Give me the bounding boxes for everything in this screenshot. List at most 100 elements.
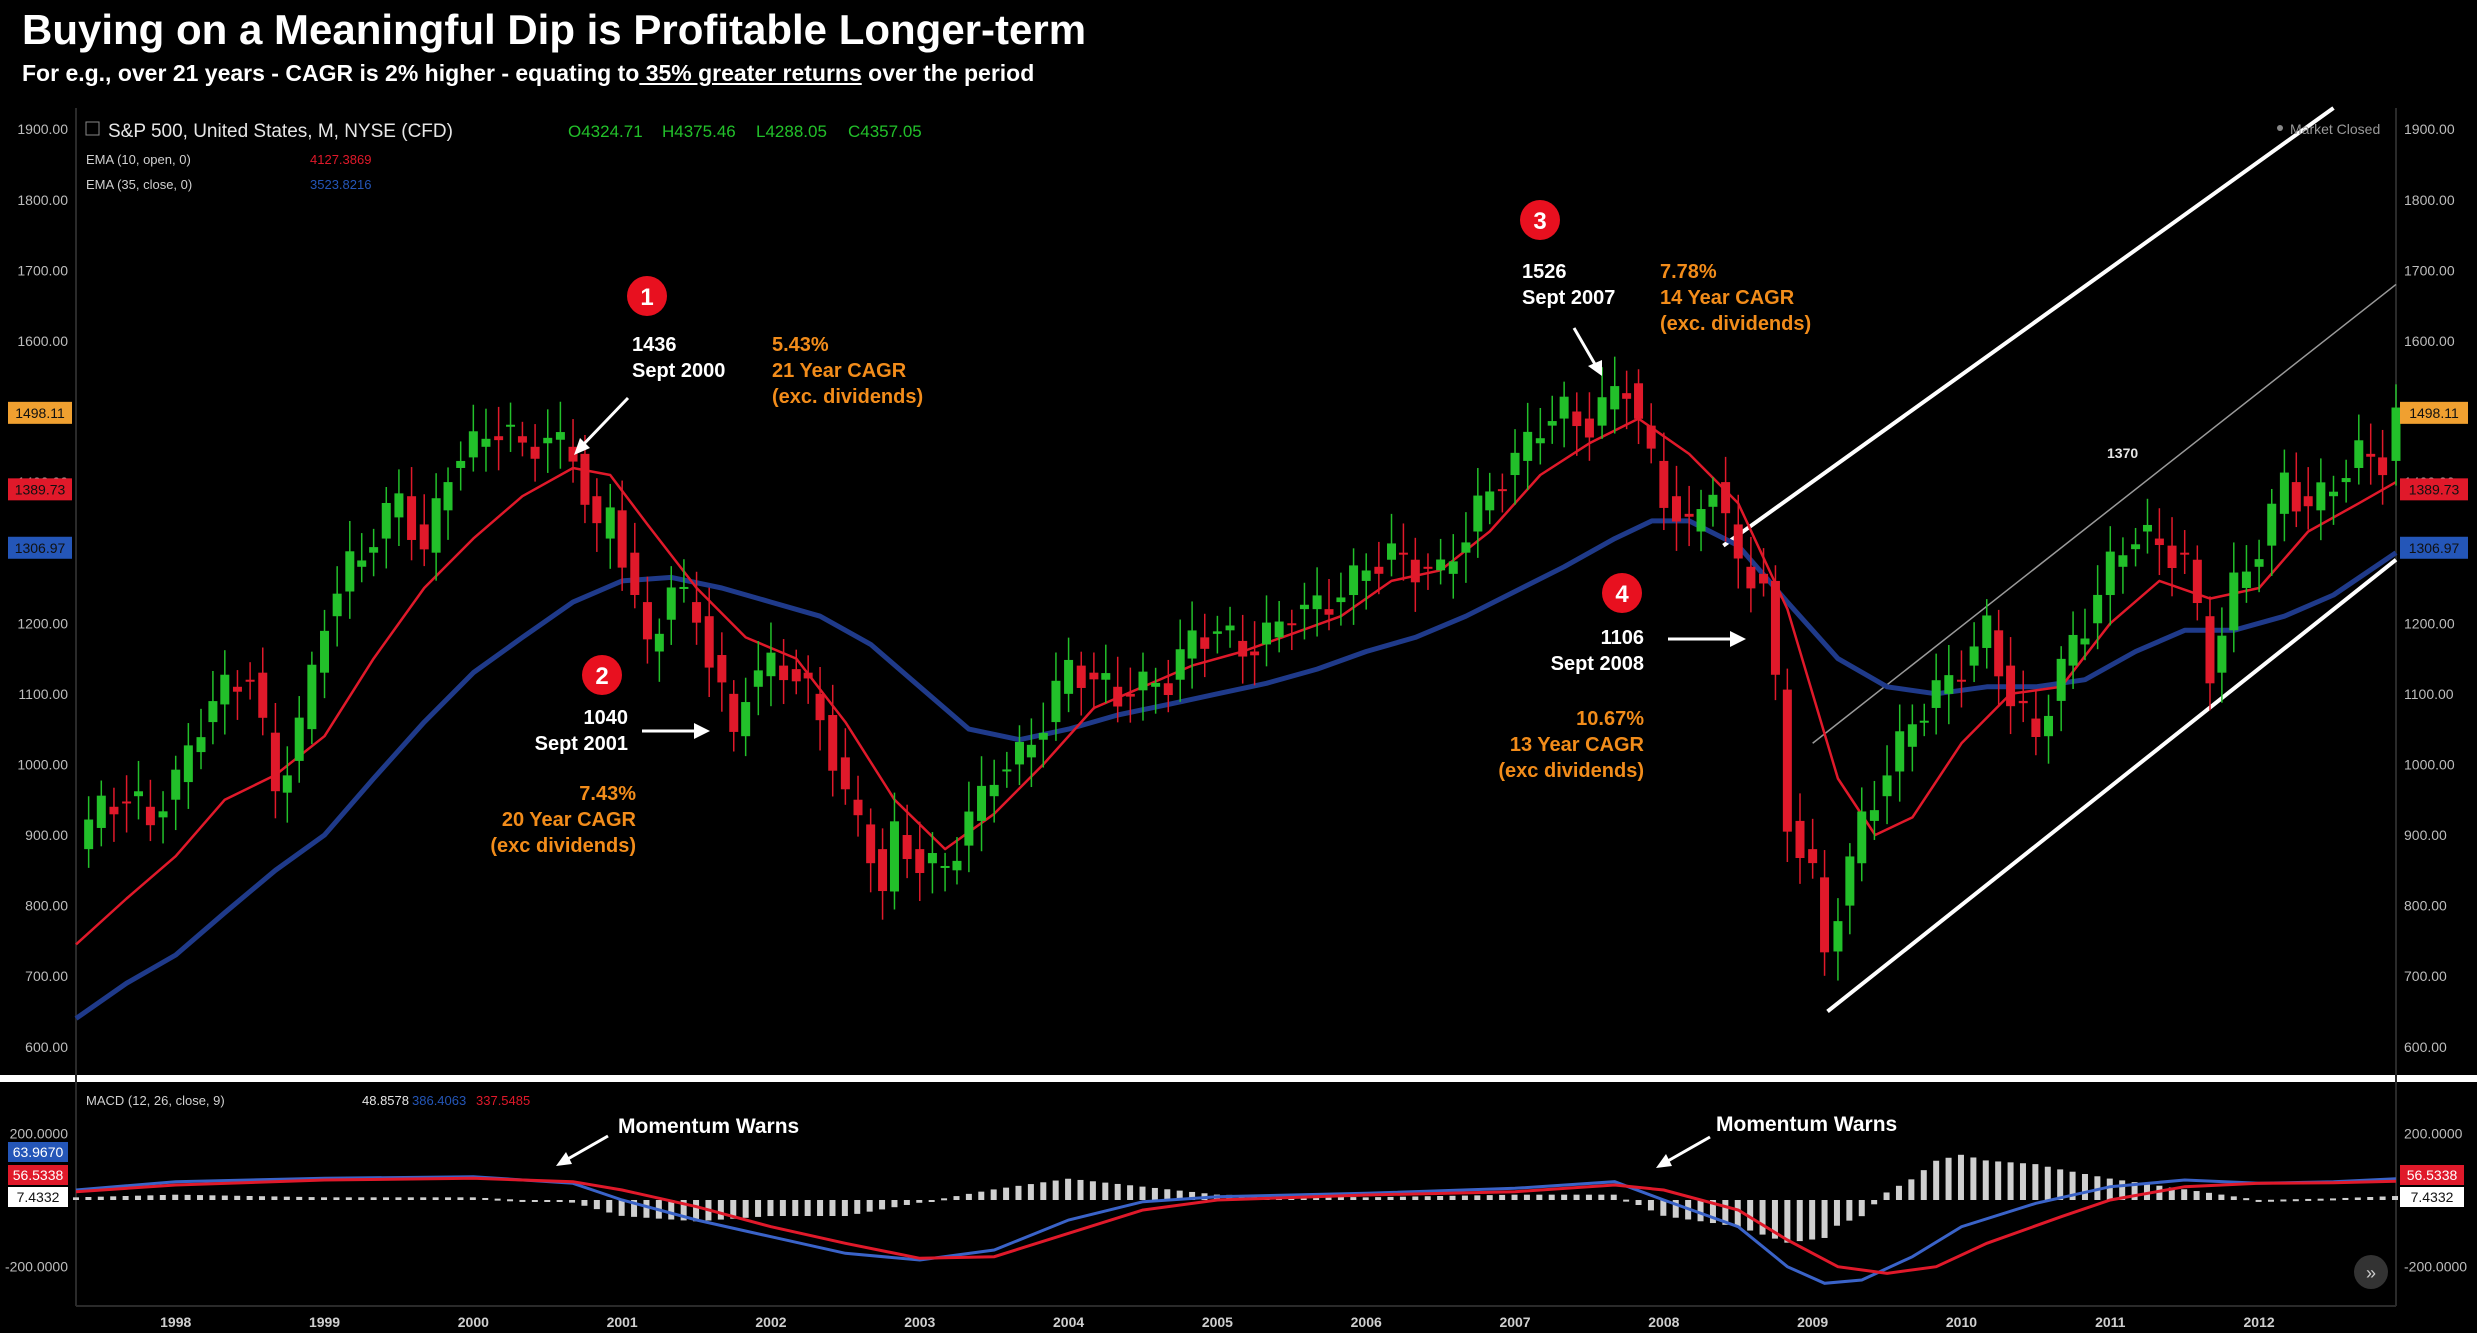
- candle-body: [2080, 638, 2090, 645]
- macd-hist-bar: [1499, 1194, 1506, 1200]
- candle-body: [2391, 407, 2401, 461]
- macd-hist-bar: [643, 1200, 650, 1218]
- macd-hist-bar: [221, 1195, 228, 1200]
- ema35-label[interactable]: EMA (35, close, 0): [86, 177, 192, 192]
- candle-body: [1038, 732, 1048, 740]
- macd-hist-bar: [1635, 1200, 1642, 1206]
- candle-body: [307, 664, 317, 730]
- macd-hist-bar: [569, 1200, 576, 1203]
- macd-marker-left-label: 7.4332: [17, 1189, 60, 1205]
- ema10-value: 4127.3869: [310, 152, 371, 167]
- candle-body: [1064, 659, 1074, 694]
- macd-hist-bar: [1858, 1200, 1865, 1217]
- macd-hist-bar: [2317, 1198, 2324, 1201]
- price-tick-left: 1900.00: [17, 121, 68, 137]
- candle-body: [109, 806, 119, 815]
- candle-body: [270, 732, 280, 792]
- candle-body: [1336, 597, 1346, 603]
- macd-hist-bar: [717, 1200, 724, 1220]
- ann-3-note: (exc. dividends): [1660, 313, 1811, 335]
- candle-body: [1895, 731, 1905, 772]
- ann-1-date: Sept 2000: [632, 360, 725, 382]
- candle-body: [2180, 552, 2190, 555]
- market-status-icon: [2277, 125, 2283, 131]
- legend-close: C4357.05: [848, 122, 922, 141]
- price-marker-right: [2400, 478, 2468, 501]
- macd-marker-right: [2400, 1187, 2464, 1207]
- macd-hist-bar: [1151, 1187, 1158, 1200]
- macd-hist-bar: [829, 1200, 836, 1216]
- candle-body: [1485, 491, 1495, 511]
- macd-hist-bar: [246, 1195, 253, 1200]
- macd-tick-right: 200.0000: [2404, 1125, 2463, 1141]
- year-label: 1998: [160, 1314, 191, 1330]
- candle-body: [2328, 491, 2338, 497]
- price-tick-left: 1700.00: [17, 262, 68, 278]
- year-label: 2008: [1648, 1314, 1679, 1330]
- macd-hist-bar: [1015, 1185, 1022, 1200]
- scroll-to-latest-button[interactable]: »: [2354, 1255, 2388, 1289]
- macd-hist-bar: [606, 1200, 613, 1213]
- macd-hist-bar: [308, 1197, 315, 1200]
- candle-body: [1287, 623, 1297, 626]
- candle-body: [407, 496, 417, 540]
- macd-hist-bar: [556, 1200, 563, 1202]
- pane-divider[interactable]: [0, 1075, 2477, 1082]
- macd-hist-bar: [358, 1197, 365, 1200]
- macd-hist-bar: [1127, 1185, 1134, 1200]
- macd-hist-bar: [1325, 1196, 1332, 1200]
- candle-body: [320, 630, 330, 673]
- candle-body: [866, 824, 876, 864]
- price-marker-right-label: 1306.97: [2409, 540, 2460, 556]
- arrow-4-head: [1730, 631, 1746, 647]
- ema10-label[interactable]: EMA (10, open, 0): [86, 152, 191, 167]
- candle-body: [717, 655, 727, 683]
- candle-body: [394, 493, 404, 518]
- candle-body: [1225, 625, 1235, 631]
- macd-arrow-2: [1665, 1135, 1711, 1164]
- candle-body: [1969, 646, 1979, 666]
- macd-hist-bar: [1982, 1160, 1989, 1200]
- macd-hist-bar: [804, 1200, 811, 1216]
- macd-hist-bar: [581, 1200, 588, 1206]
- ann-3-years: 14 Year CAGR: [1660, 287, 1795, 309]
- year-label: 2012: [2244, 1314, 2275, 1330]
- candle-body: [183, 745, 193, 783]
- candle-body: [1982, 615, 1992, 648]
- candle-body: [1151, 682, 1161, 687]
- macd-hist-bar: [1114, 1183, 1121, 1200]
- badge-3: [1520, 200, 1560, 240]
- macd-hist-bar: [2267, 1199, 2274, 1202]
- candle-body: [494, 436, 504, 441]
- candle-body: [568, 446, 578, 462]
- candle-body: [902, 835, 912, 860]
- collapse-icon[interactable]: [85, 121, 100, 136]
- candle-body: [220, 674, 230, 705]
- candle-body: [1398, 552, 1408, 555]
- macd-hist-bar: [2119, 1180, 2126, 1200]
- macd-hist-bar: [593, 1200, 600, 1210]
- candle-body: [1931, 680, 1941, 708]
- symbol-name[interactable]: S&P 500, United States, M, NYSE (CFD): [108, 121, 453, 142]
- candle-body: [889, 821, 899, 892]
- macd-label[interactable]: MACD (12, 26, close, 9): [86, 1093, 225, 1108]
- price-tick-right: 800.00: [2404, 898, 2447, 914]
- macd-hist-bar: [779, 1200, 786, 1216]
- price-tick-left: 600.00: [25, 1039, 68, 1055]
- macd-value-line: 386.4063: [412, 1093, 466, 1108]
- candle-body: [1089, 672, 1099, 680]
- macd-hist-bar: [1189, 1191, 1196, 1200]
- macd-hist-bar: [742, 1200, 749, 1218]
- candle-body: [1782, 689, 1792, 832]
- year-label: 2001: [607, 1314, 638, 1330]
- macd-hist-bar: [1003, 1187, 1010, 1200]
- candle-body: [791, 669, 801, 682]
- macd-hist-bar: [2156, 1185, 2163, 1200]
- macd-hist-bar: [1176, 1190, 1183, 1200]
- macd-hist-bar: [1164, 1189, 1171, 1200]
- macd-hist-bar: [1796, 1200, 1803, 1242]
- scroll-button-bg[interactable]: [2354, 1255, 2388, 1289]
- badge-1: [627, 276, 667, 316]
- macd-hist-bar: [1387, 1196, 1394, 1200]
- candle-body: [679, 586, 689, 589]
